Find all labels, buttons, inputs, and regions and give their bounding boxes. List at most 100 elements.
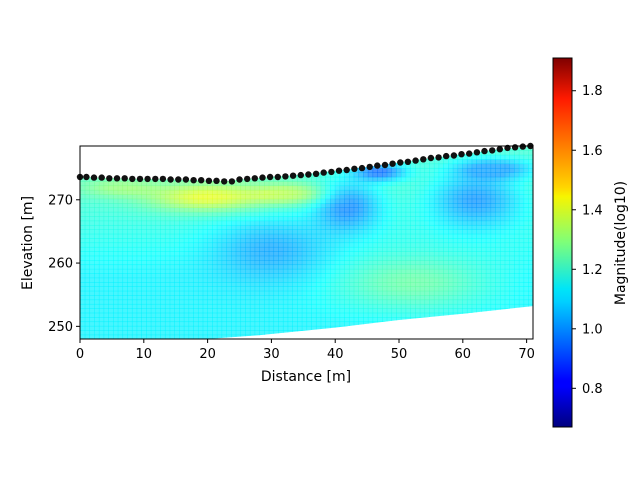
heat-cell (358, 238, 364, 244)
heat-cell (504, 312, 511, 318)
heat-cell (287, 255, 293, 261)
heat-cell (476, 189, 482, 195)
heat-cell (391, 167, 397, 173)
heat-cell (509, 181, 515, 187)
heat-cell (348, 242, 355, 248)
heat-cell (518, 159, 525, 165)
heat-cell (509, 299, 515, 305)
heat-cell (264, 242, 270, 248)
heat-cell (438, 325, 444, 331)
heat-cell (282, 321, 289, 327)
heat-cell (405, 312, 411, 318)
heat-cell (448, 255, 454, 261)
heat-cell (169, 167, 175, 173)
heat-cell (306, 251, 312, 257)
heat-cell (268, 207, 275, 213)
heat-cell (212, 154, 218, 160)
heat-cell (372, 317, 378, 323)
heat-cell (122, 334, 128, 339)
heat-cell (297, 273, 303, 279)
heat-cell (499, 325, 506, 331)
heat-cell (410, 290, 416, 296)
heat-cell (231, 290, 237, 296)
heat-cell (443, 317, 449, 323)
heat-cell (348, 233, 355, 239)
heat-cell (377, 295, 383, 301)
heat-cell (160, 238, 166, 244)
heat-cell (330, 312, 336, 318)
heat-cell (188, 295, 194, 301)
heat-cell (410, 238, 416, 244)
heat-cell (306, 163, 312, 169)
heat-cell (419, 260, 426, 266)
heat-cell (429, 255, 435, 261)
heat-cell (415, 150, 421, 156)
heat-cell (127, 233, 133, 239)
heat-cell (240, 233, 246, 239)
heat-cell (103, 277, 109, 283)
heat-cell (136, 295, 142, 301)
heat-cell (485, 150, 492, 156)
heat-cell (240, 198, 246, 204)
heat-cell (297, 277, 303, 283)
heat-cell (495, 207, 501, 213)
heat-cell (528, 150, 533, 156)
heat-cell (462, 220, 468, 226)
heat-cell (240, 325, 246, 331)
heat-cell (292, 330, 298, 336)
heat-cell (245, 181, 251, 187)
heat-cell (528, 281, 533, 287)
heat-cell (141, 264, 147, 270)
heat-cell (457, 216, 463, 222)
heat-cell (499, 220, 506, 226)
heat-cell (287, 281, 293, 287)
heat-cell (80, 251, 86, 257)
colorbar-tick-label: 1.2 (582, 263, 603, 278)
x-tick-label: 60 (455, 347, 472, 362)
heat-cell (216, 150, 223, 156)
heat-cell (320, 295, 326, 301)
heat-cell (146, 216, 152, 222)
heat-cell (372, 176, 378, 182)
heat-cell (117, 176, 124, 182)
heat-cell (94, 251, 100, 257)
heat-cell (419, 194, 426, 200)
heat-cell (443, 246, 449, 252)
heat-cell (386, 273, 393, 279)
heat-cell (452, 229, 459, 235)
heat-cell (382, 251, 388, 257)
heat-cell (160, 260, 166, 266)
heat-cell (367, 154, 374, 160)
heat-cell (471, 273, 477, 279)
heat-cell (169, 207, 175, 213)
heat-cell (372, 154, 378, 160)
heat-cell (183, 216, 190, 222)
heat-cell (382, 290, 388, 296)
heat-cell (499, 238, 506, 244)
heat-cell (183, 299, 190, 305)
heat-cell (249, 242, 256, 248)
heat-cell (410, 203, 416, 209)
heat-cell (509, 260, 515, 266)
heat-cell (382, 286, 388, 292)
heat-cell (301, 172, 308, 178)
heat-cell (419, 185, 426, 191)
heat-cell (212, 281, 218, 287)
heat-cell (122, 181, 128, 187)
heat-cell (495, 299, 501, 305)
heat-cell (282, 167, 289, 173)
heat-cell (216, 246, 223, 252)
heat-cell (490, 281, 496, 287)
heat-cell (438, 167, 444, 173)
heat-cell (438, 303, 444, 309)
heat-cell (457, 312, 463, 318)
heat-cell (344, 238, 350, 244)
heat-cell (282, 260, 289, 266)
heat-cell (523, 203, 529, 209)
heat-cell (155, 286, 161, 292)
heat-cell (495, 233, 501, 239)
heat-cell (273, 194, 279, 200)
heat-cell (438, 246, 444, 252)
heat-cell (334, 330, 341, 336)
heat-cell (382, 255, 388, 261)
